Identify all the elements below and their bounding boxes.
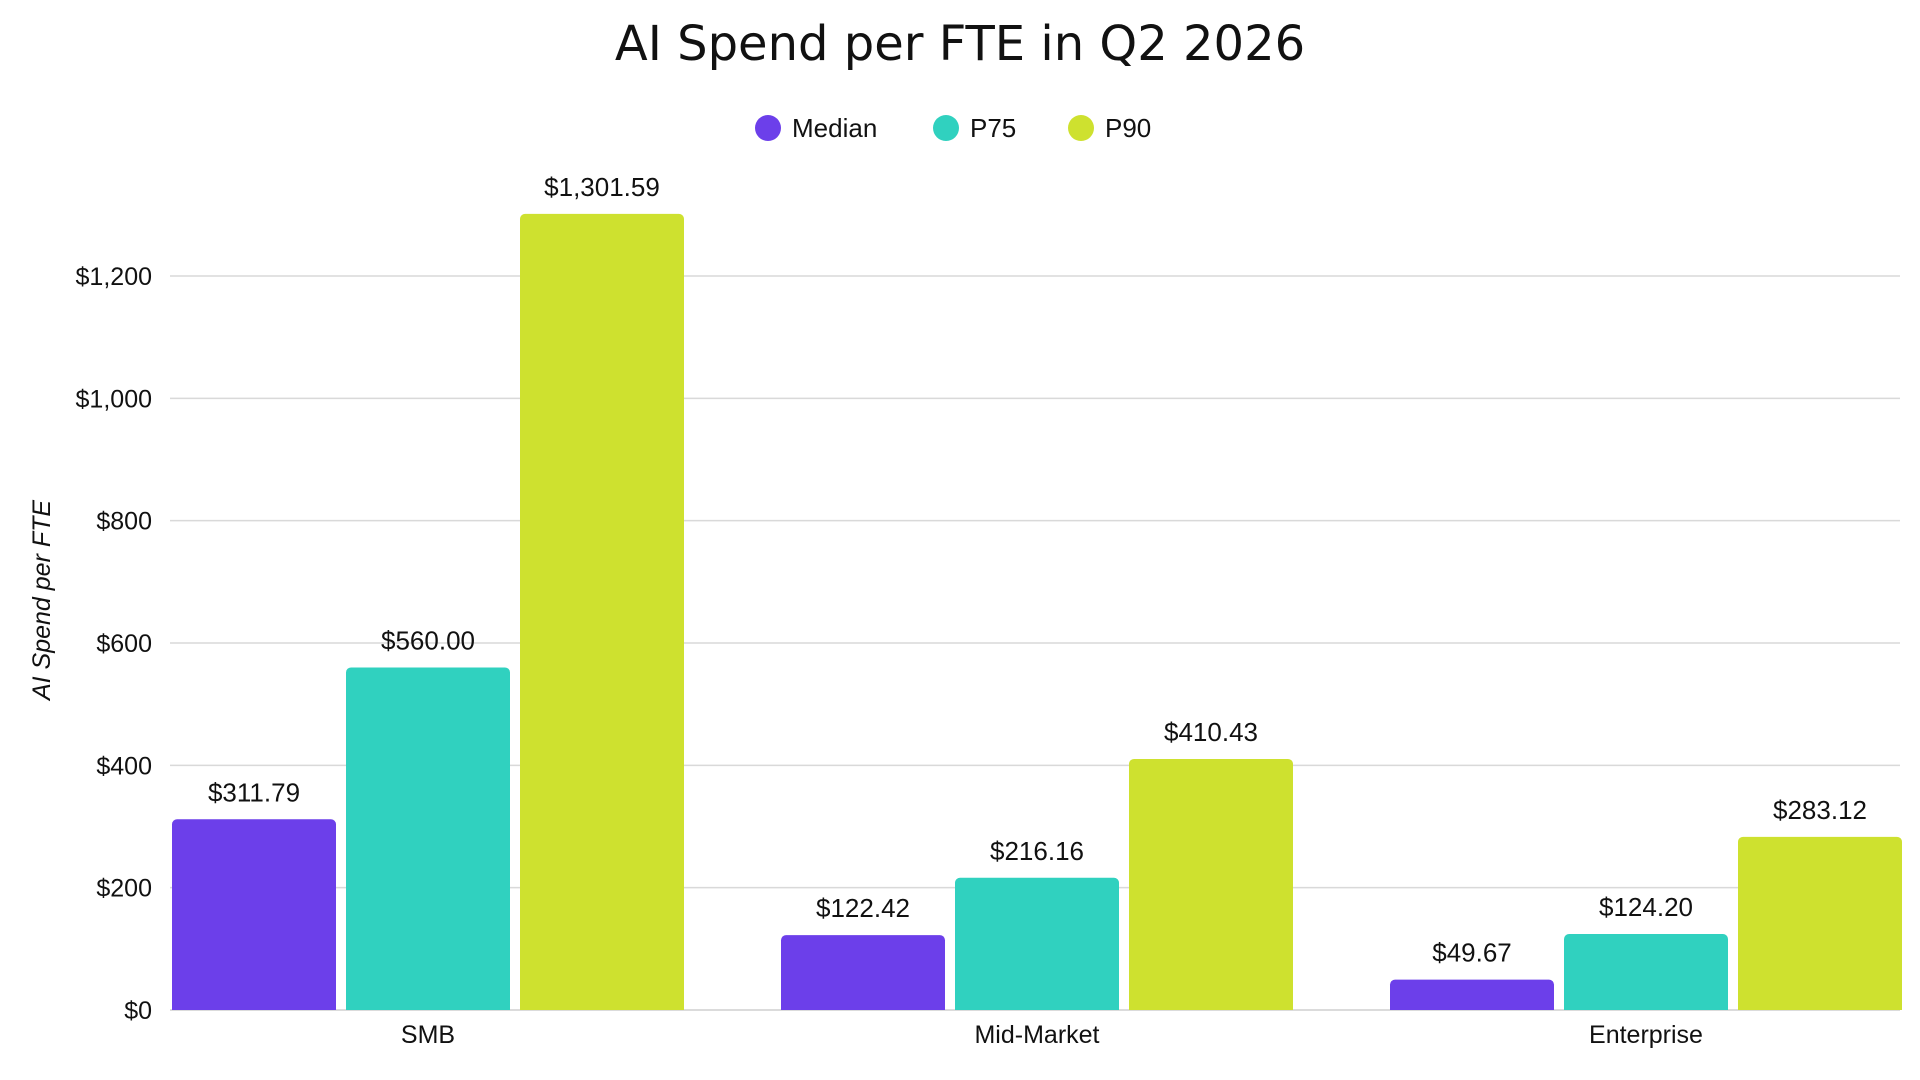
bar-base (955, 1004, 1119, 1010)
bar-median-enterprise (1390, 979, 1554, 1010)
legend-marker-median (755, 115, 781, 141)
data-label: $124.20 (1599, 892, 1693, 922)
x-axis-ticks: SMB Mid-Market Enterprise (401, 1021, 1703, 1049)
x-tick-label: SMB (401, 1021, 455, 1049)
legend-label-median: Median (792, 113, 877, 143)
bar-p90-enterprise (1738, 836, 1902, 1010)
data-label: $49.67 (1432, 938, 1512, 968)
x-tick-label: Mid-Market (974, 1021, 1099, 1049)
data-label: $1,301.59 (544, 172, 660, 202)
data-label: $311.79 (208, 777, 300, 807)
data-label: $122.42 (816, 893, 910, 923)
legend-marker-p90 (1068, 115, 1094, 141)
y-tick-label: $0 (124, 997, 152, 1025)
y-tick-label: $200 (96, 875, 152, 903)
data-label: $283.12 (1773, 795, 1867, 825)
bar-base (1390, 1004, 1554, 1010)
bar-base (1564, 1004, 1728, 1010)
data-label: $410.43 (1164, 717, 1258, 747)
y-tick-label: $600 (96, 630, 152, 658)
bar-p75-smb (346, 667, 510, 1010)
y-tick-label: $400 (96, 752, 152, 780)
legend: Median P75 P90 (755, 113, 1151, 143)
bar-p90-smb (520, 213, 684, 1010)
data-label: $216.16 (990, 836, 1084, 866)
bar-base (346, 1004, 510, 1010)
y-tick-label: $800 (96, 508, 152, 536)
bar-value-labels: $311.79 $560.00 $1,301.59 $122.42 $216.16 $41… (208, 172, 1867, 968)
y-tick-label: $1,000 (76, 385, 152, 413)
chart-title: AI Spend per FTE in Q2 2026 (615, 16, 1305, 72)
y-axis-ticks: $0 $200 $400 $600 $800 $1,000 $1,200 (76, 263, 152, 1025)
bar-median-smb (172, 819, 336, 1010)
legend-marker-p75 (933, 115, 959, 141)
bar-base (1738, 1004, 1902, 1010)
bar-p90-mid-market (1129, 758, 1293, 1010)
bar-base (172, 1004, 336, 1010)
bar-median-mid-market (781, 935, 945, 1010)
x-tick-label: Enterprise (1589, 1021, 1703, 1049)
y-axis-label: AI Spend per FTE (28, 500, 56, 702)
y-tick-label: $1,200 (76, 263, 152, 291)
bars (172, 213, 1902, 1010)
bar-base (1129, 1004, 1293, 1010)
bar-p75-enterprise (1564, 934, 1728, 1010)
bar-base (781, 1004, 945, 1010)
legend-label-p90: P90 (1105, 113, 1151, 143)
legend-label-p75: P75 (970, 113, 1016, 143)
bar-base (520, 1004, 684, 1010)
bar-p75-mid-market (955, 877, 1119, 1010)
data-label: $560.00 (381, 625, 475, 655)
